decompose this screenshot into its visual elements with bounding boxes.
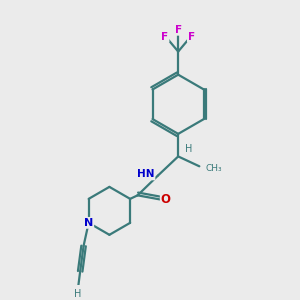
Text: CH₃: CH₃ [206,164,222,173]
Text: N: N [84,218,93,228]
Text: O: O [161,193,171,206]
Text: HN: HN [137,169,154,179]
Text: F: F [175,25,182,35]
Text: H: H [74,289,82,299]
Text: F: F [188,32,195,42]
Text: F: F [161,32,169,42]
Text: H: H [185,144,193,154]
